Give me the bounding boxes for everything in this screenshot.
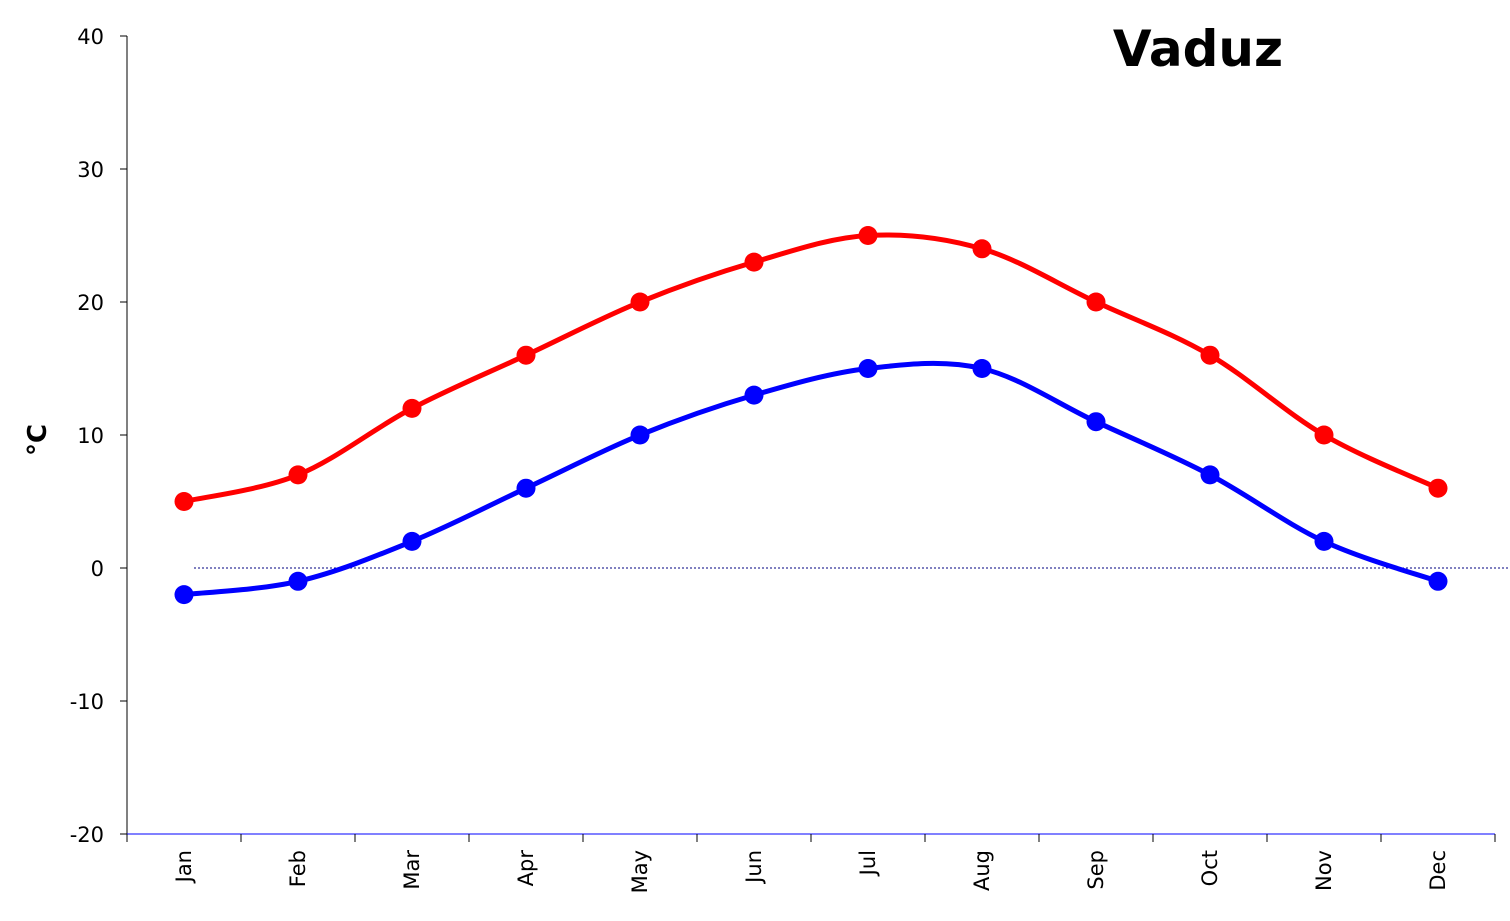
y-tick-label: -10: [70, 690, 104, 714]
x-tick-label: Dec: [1426, 850, 1450, 891]
x-tick-label: Feb: [286, 850, 310, 887]
data-point-may: [630, 425, 650, 445]
data-point-mar: [402, 398, 422, 418]
data-point-feb: [288, 465, 308, 485]
data-point-apr: [516, 345, 536, 365]
x-tick-label: Oct: [1198, 850, 1222, 886]
series-low: [174, 359, 1448, 605]
data-point-oct: [1200, 465, 1220, 485]
series-layer: [174, 226, 1448, 605]
axes: [126, 36, 1510, 835]
data-point-aug: [972, 239, 992, 259]
data-point-oct: [1200, 345, 1220, 365]
series-line: [183, 232, 1440, 504]
x-tick-label: Jun: [742, 850, 766, 885]
chart-title: Vaduz: [1113, 20, 1283, 78]
y-tick-label: 0: [91, 557, 104, 581]
data-point-nov: [1314, 425, 1334, 445]
data-point-feb: [288, 571, 308, 591]
data-point-jan: [174, 585, 194, 605]
x-tick-label: Sep: [1084, 850, 1108, 890]
data-point-jun: [744, 385, 764, 405]
x-tick-label: Jul: [856, 850, 880, 877]
data-point-sep: [1086, 292, 1106, 312]
x-tick-label: Aug: [970, 850, 994, 891]
data-point-may: [630, 292, 650, 312]
y-axis-ticks: 40 30 20 10 0 -10 -20: [70, 25, 127, 847]
x-tick-label: Apr: [514, 850, 538, 887]
x-tick-label: Nov: [1312, 850, 1336, 891]
series-high: [174, 226, 1448, 511]
data-point-dec: [1428, 571, 1448, 591]
data-point-apr: [516, 478, 536, 498]
data-point-jan: [174, 492, 194, 511]
y-tick-label: -20: [70, 823, 104, 847]
data-point-mar: [402, 531, 422, 551]
y-tick-label: 20: [77, 291, 104, 315]
data-point-jun: [744, 252, 764, 272]
data-point-sep: [1086, 412, 1106, 432]
data-point-jul: [858, 226, 878, 245]
data-point-jul: [858, 359, 878, 378]
data-point-nov: [1314, 531, 1334, 551]
y-tick-label: 10: [77, 424, 104, 448]
x-axis-ticks: Jan Feb Mar Apr May Jun Jul Aug Sep Oct Nov Dec: [126, 834, 1496, 893]
series-line: [183, 360, 1439, 598]
x-tick-label: May: [628, 850, 652, 893]
data-point-aug: [972, 359, 992, 378]
x-tick-label: Jan: [172, 850, 196, 884]
data-point-dec: [1428, 478, 1448, 498]
y-tick-label: 40: [77, 25, 104, 49]
x-tick-label: Mar: [400, 850, 424, 890]
y-axis-label: °C: [23, 424, 53, 456]
y-tick-label: 30: [77, 158, 104, 182]
